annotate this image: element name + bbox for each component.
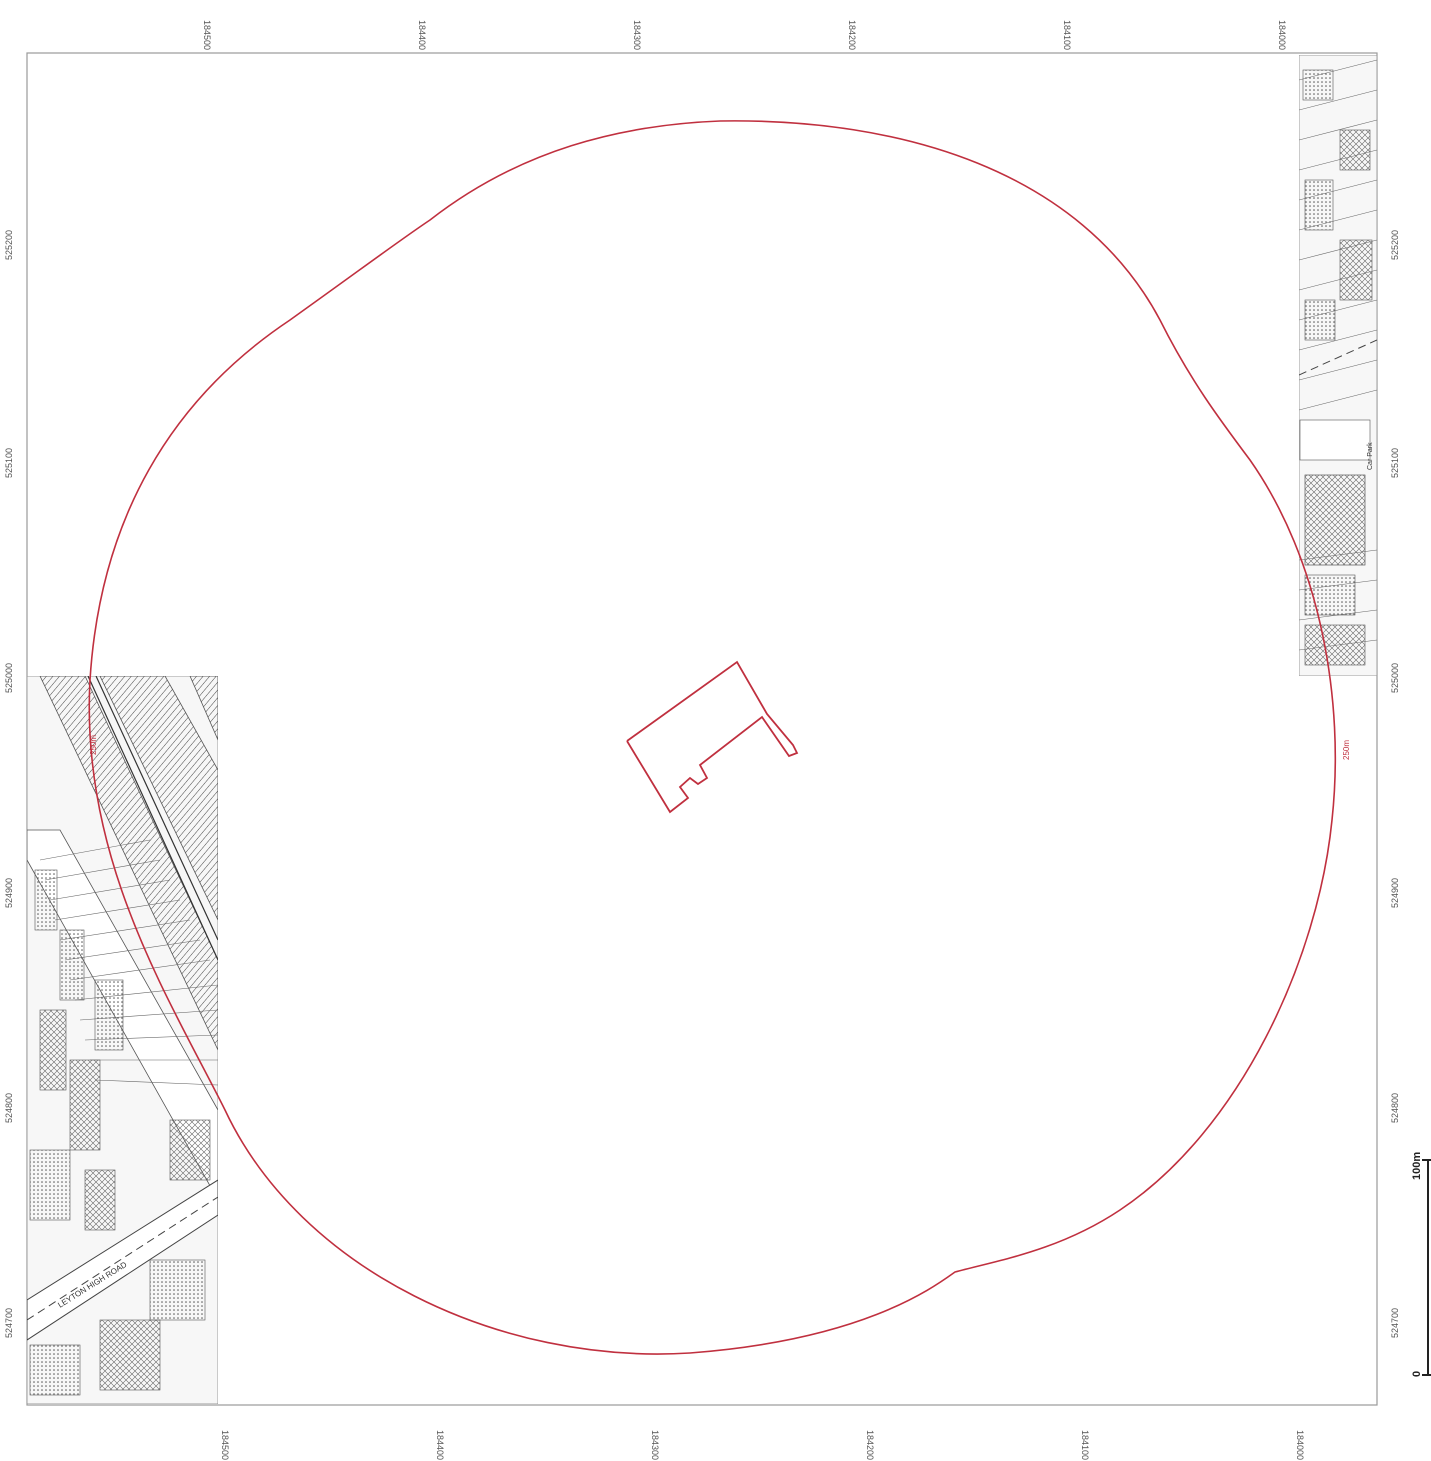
svg-text:524900: 524900 xyxy=(4,878,14,908)
grid-labels-right: 525200 525100 525000 524900 524800 52470… xyxy=(1390,230,1400,1338)
svg-text:184400: 184400 xyxy=(417,20,427,50)
svg-text:524800: 524800 xyxy=(1390,1093,1400,1123)
svg-text:525000: 525000 xyxy=(1390,663,1400,693)
svg-text:184300: 184300 xyxy=(632,20,642,50)
svg-text:524800: 524800 xyxy=(4,1093,14,1123)
map-frame xyxy=(26,52,1378,1406)
svg-text:524900: 524900 xyxy=(1390,878,1400,908)
svg-text:525100: 525100 xyxy=(1390,448,1400,478)
buffer-label-right: 250m xyxy=(1342,740,1351,760)
svg-text:184400: 184400 xyxy=(435,1430,445,1460)
svg-text:525200: 525200 xyxy=(4,230,14,260)
buffer-250m-ring xyxy=(88,120,1337,1355)
svg-text:524700: 524700 xyxy=(4,1308,14,1338)
site-outline xyxy=(626,660,799,814)
grid-labels-top: 184500 184400 184300 184200 184100 18400… xyxy=(202,20,1287,50)
basemap-tile-left: LEYTON HIGH ROAD xyxy=(27,676,218,1404)
scale-zero-label: 0 xyxy=(1411,1371,1423,1377)
svg-text:184000: 184000 xyxy=(1295,1430,1305,1460)
svg-text:525200: 525200 xyxy=(1390,230,1400,260)
svg-text:184300: 184300 xyxy=(650,1430,660,1460)
car-park-label: Car Park xyxy=(1367,442,1374,470)
scale-end-label: 100m xyxy=(1411,1152,1423,1180)
svg-text:524700: 524700 xyxy=(1390,1308,1400,1338)
svg-text:525100: 525100 xyxy=(4,448,14,478)
scale-bar: 0 100m xyxy=(1411,1152,1431,1377)
svg-text:184100: 184100 xyxy=(1080,1430,1090,1460)
grid-labels-bottom: 184500 184400 184300 184200 184100 18400… xyxy=(220,1430,1305,1460)
svg-text:184200: 184200 xyxy=(865,1430,875,1460)
svg-text:184000: 184000 xyxy=(1277,20,1287,50)
basemap-tile-right: Car Park xyxy=(1299,55,1377,676)
svg-text:184500: 184500 xyxy=(220,1430,230,1460)
svg-text:184200: 184200 xyxy=(847,20,857,50)
grid-labels-left: 525200 525100 525000 524900 524800 52470… xyxy=(4,230,14,1338)
svg-text:184100: 184100 xyxy=(1062,20,1072,50)
svg-text:184500: 184500 xyxy=(202,20,212,50)
buffer-label-left: 250m xyxy=(89,735,98,755)
svg-text:525000: 525000 xyxy=(4,663,14,693)
